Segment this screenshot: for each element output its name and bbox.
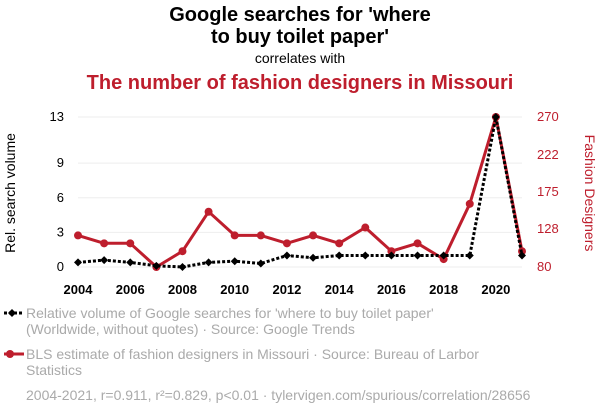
series-point-google-2014 [335, 251, 344, 260]
series-point-bls-2011 [256, 231, 265, 240]
series-point-bls-2012 [282, 239, 291, 248]
series-point-bls-2010 [230, 231, 239, 240]
x-tick-label-1: 2006 [116, 282, 145, 297]
left-tick-label-3: 9 [57, 155, 64, 170]
left-tick-label-4: 13 [50, 109, 64, 124]
legend-swatch-marker-google [8, 309, 16, 317]
series-point-google-2020 [491, 113, 500, 121]
right-tick-label-3: 222 [537, 147, 559, 162]
legend-label-google-line1: Relative volume of Google searches for '… [26, 305, 434, 321]
right-tick-label-4: 270 [537, 109, 559, 124]
footer-stats: 2004-2021, r=0.911, r²=0.829, p<0.01 · t… [26, 387, 531, 403]
series-point-bls-2013 [309, 231, 318, 240]
series-point-google-2005 [100, 256, 109, 265]
series-point-bls-2004 [74, 231, 82, 240]
left-axis-label: Rel. search volume [2, 133, 18, 253]
series-point-google-2018 [439, 251, 448, 260]
series-point-google-2009 [204, 258, 213, 267]
x-tick-label-4: 2012 [272, 282, 301, 297]
legend-label-bls-line1: BLS estimate of fashion designers in Mis… [26, 346, 479, 362]
series-point-bls-2016 [387, 247, 396, 256]
grid [78, 116, 522, 268]
series-point-bls-2009 [204, 207, 213, 216]
x-tick-label-2: 2008 [168, 282, 197, 297]
right-tick-label-0: 80 [537, 259, 551, 274]
series-point-google-2011 [256, 259, 265, 268]
series-point-google-2006 [126, 258, 135, 267]
right-tick-label-2: 175 [537, 184, 559, 199]
left-tick-label-1: 3 [57, 224, 64, 239]
legend-label-bls-line2: Statistics [26, 362, 82, 378]
chart-subtitle: correlates with [255, 50, 345, 66]
series-line-bls [77, 115, 524, 269]
series-point-bls-2015 [361, 223, 370, 232]
series-point-google-2008 [178, 263, 187, 271]
series-point-google-2010 [230, 257, 239, 266]
series-point-google-2021 [518, 251, 526, 260]
series-point-bls-2014 [335, 239, 344, 248]
series-point-bls-2017 [413, 239, 422, 248]
series-point-bls-2005 [100, 239, 109, 248]
right-axis-ticks: 80 128 175 222 270 [537, 109, 559, 274]
x-tick-label-7: 2018 [429, 282, 458, 297]
series-line-google [77, 115, 524, 269]
right-tick-label-1: 128 [537, 221, 559, 236]
x-tick-label-8: 2020 [481, 282, 510, 297]
left-tick-label-0: 0 [57, 259, 64, 274]
legend-swatch-marker-bls [6, 350, 14, 358]
chart-title-line1: Google searches for 'where [169, 4, 431, 26]
x-tick-label-0: 2004 [64, 282, 94, 297]
x-tick-label-6: 2016 [377, 282, 406, 297]
x-tick-label-3: 2010 [220, 282, 249, 297]
left-axis-ticks: 0 3 6 9 13 [50, 109, 64, 274]
chart-title-secondary: The number of fashion designers in Misso… [87, 72, 514, 94]
chart-title-line2: to buy toilet paper' [211, 26, 389, 48]
left-tick-label-2: 6 [57, 190, 64, 205]
series-point-bls-2019 [465, 199, 474, 208]
series-layer [74, 113, 526, 271]
x-axis-ticks: 2004 2006 2008 2010 2012 2014 2016 2018 2020 [64, 282, 511, 297]
series-point-google-2004 [74, 258, 82, 267]
series-point-google-2017 [413, 251, 422, 260]
x-tick-label-5: 2014 [325, 282, 355, 297]
right-axis-label: Fashion Designers [582, 135, 598, 252]
series-point-bls-2008 [178, 247, 187, 256]
legend-label-google-line2: (Worldwide, without quotes) · Source: Go… [26, 321, 355, 337]
series-point-google-2015 [361, 251, 370, 260]
legend: Relative volume of Google searches for '… [4, 305, 479, 378]
series-point-google-2007 [152, 261, 161, 270]
series-point-google-2013 [309, 253, 318, 262]
series-point-google-2016 [387, 251, 396, 260]
series-point-google-2019 [465, 251, 474, 260]
series-point-google-2012 [282, 251, 291, 260]
series-point-bls-2006 [126, 239, 135, 248]
